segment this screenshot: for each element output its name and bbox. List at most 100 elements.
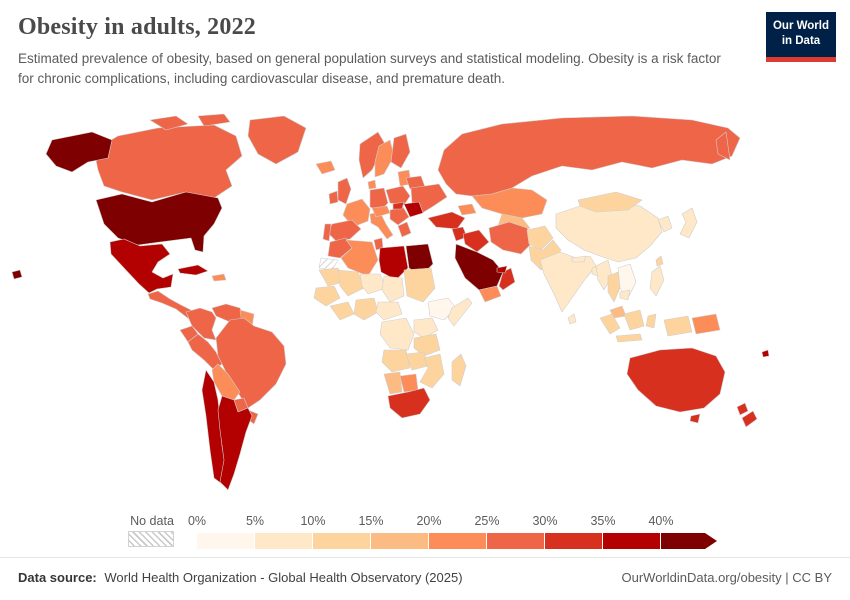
country-mozambique[interactable]: [419, 353, 445, 389]
country-united-arab-emirates[interactable]: [496, 265, 508, 274]
legend-segment-20-25[interactable]: [429, 533, 486, 549]
country-canada[interactable]: [93, 124, 243, 201]
country-mongolia[interactable]: [577, 191, 643, 213]
legend-segment-15-20[interactable]: [371, 533, 428, 549]
country-colombia[interactable]: [185, 307, 217, 341]
country-canada[interactable]: [149, 115, 189, 131]
legend-segment-35-40[interactable]: [603, 533, 660, 549]
country-greenland[interactable]: [247, 115, 307, 165]
country-poland[interactable]: [385, 185, 411, 206]
country-madagascar[interactable]: [451, 353, 467, 387]
country-mali[interactable]: [337, 269, 365, 297]
country-ireland[interactable]: [328, 190, 339, 205]
country-sri-lanka[interactable]: [567, 313, 577, 325]
legend-segments: [197, 533, 717, 549]
country-morocco[interactable]: [327, 237, 353, 259]
country-argentina[interactable]: [217, 395, 253, 491]
country-australia[interactable]: [689, 413, 701, 424]
legend-no-data[interactable]: No data: [128, 514, 176, 547]
country-united-kingdom[interactable]: [337, 177, 352, 205]
country-italy[interactable]: [369, 211, 394, 240]
country-iraq[interactable]: [462, 229, 490, 253]
country-new-zealand[interactable]: [736, 402, 749, 416]
country-south-korea[interactable]: [657, 215, 673, 233]
country-oman[interactable]: [498, 267, 516, 291]
country-hungary[interactable]: [392, 201, 405, 210]
legend-no-data-swatch[interactable]: [128, 531, 174, 547]
country-indonesia[interactable]: [615, 333, 643, 343]
page-subtitle: Estimated prevalence of obesity, based o…: [18, 51, 721, 86]
country-yemen[interactable]: [478, 285, 502, 303]
country-nepal[interactable]: [571, 255, 587, 263]
country-kazakhstan[interactable]: [471, 187, 548, 219]
legend-segment-30-35[interactable]: [545, 533, 602, 549]
country-libya[interactable]: [378, 245, 409, 281]
country-democratic-republic-of-congo[interactable]: [379, 317, 415, 351]
legend-ticks: 0% 5% 10% 15% 20% 25% 30% 35% 40%: [188, 514, 717, 531]
chart-header: Obesity in adults, 2022 Estimated preval…: [18, 14, 740, 88]
country-canada[interactable]: [197, 113, 231, 127]
country-tanzania[interactable]: [413, 333, 441, 357]
country-romania[interactable]: [403, 201, 424, 218]
country-turkey[interactable]: [427, 211, 466, 230]
country-australia[interactable]: [626, 347, 726, 413]
country-sudan[interactable]: [403, 267, 436, 303]
country-greece[interactable]: [397, 221, 412, 238]
country-thailand[interactable]: [607, 271, 621, 303]
country-united-states[interactable]: [45, 131, 113, 173]
legend-segment-25-30[interactable]: [487, 533, 544, 549]
country-iran[interactable]: [488, 221, 534, 255]
country-india[interactable]: [539, 251, 597, 313]
country-cambodia[interactable]: [619, 289, 631, 301]
country-angola[interactable]: [381, 349, 411, 373]
owid-license-link[interactable]: OurWorldinData.org/obesity | CC BY: [621, 570, 833, 585]
country-georgia[interactable]: [457, 203, 477, 216]
legend-segment-10-15[interactable]: [313, 533, 370, 549]
country-sweden[interactable]: [374, 139, 395, 178]
country-russia[interactable]: [437, 115, 741, 197]
country-saudi-arabia[interactable]: [454, 243, 504, 291]
country-portugal[interactable]: [322, 223, 332, 242]
country-russia[interactable]: [715, 131, 731, 161]
country-finland[interactable]: [390, 133, 411, 169]
country-ghana[interactable]: [329, 301, 355, 321]
country-cameroon[interactable]: [375, 301, 403, 321]
country-fiji[interactable]: [761, 349, 770, 358]
country-mexico[interactable]: [109, 238, 174, 294]
legend-color-scale: 0% 5% 10% 15% 20% 25% 30% 35% 40%: [188, 514, 717, 549]
country-philippines[interactable]: [649, 265, 665, 297]
country-dominican-republic[interactable]: [211, 273, 227, 282]
legend-segment-40-plus[interactable]: [661, 533, 717, 549]
country-niger[interactable]: [359, 273, 387, 295]
country-chad[interactable]: [381, 275, 405, 303]
data-source: Data source: World Health Organization -…: [18, 570, 463, 600]
legend-segment-5-10[interactable]: [255, 533, 312, 549]
country-botswana[interactable]: [399, 373, 419, 393]
country-south-africa[interactable]: [387, 387, 431, 419]
country-indonesia[interactable]: [645, 313, 657, 329]
legend-segment-0-5[interactable]: [197, 533, 254, 549]
country-somalia[interactable]: [447, 297, 473, 327]
country-senegal[interactable]: [313, 285, 341, 307]
country-papua-new-guinea[interactable]: [691, 313, 721, 335]
country-france[interactable]: [342, 198, 371, 228]
country-indonesia[interactable]: [599, 313, 621, 335]
country-kenya[interactable]: [413, 317, 439, 339]
country-afghanistan[interactable]: [526, 225, 554, 251]
country-new-zealand[interactable]: [741, 410, 758, 428]
country-iceland[interactable]: [315, 160, 336, 175]
country-taiwan[interactable]: [655, 255, 664, 267]
country-nigeria[interactable]: [353, 297, 379, 321]
country-cuba[interactable]: [177, 264, 209, 276]
country-namibia[interactable]: [383, 371, 403, 395]
owid-logo[interactable]: Our World in Data: [766, 12, 836, 62]
legend-tick-10: 10%: [300, 514, 326, 528]
country-denmark[interactable]: [367, 179, 377, 190]
country-indonesia[interactable]: [623, 309, 645, 331]
country-united-states[interactable]: [11, 269, 23, 280]
chart-footer: Data source: World Health Organization -…: [0, 557, 850, 600]
country-norway[interactable]: [358, 131, 386, 179]
legend-tick-15: 15%: [358, 514, 384, 528]
country-indonesia[interactable]: [663, 315, 693, 337]
country-japan[interactable]: [679, 207, 698, 239]
